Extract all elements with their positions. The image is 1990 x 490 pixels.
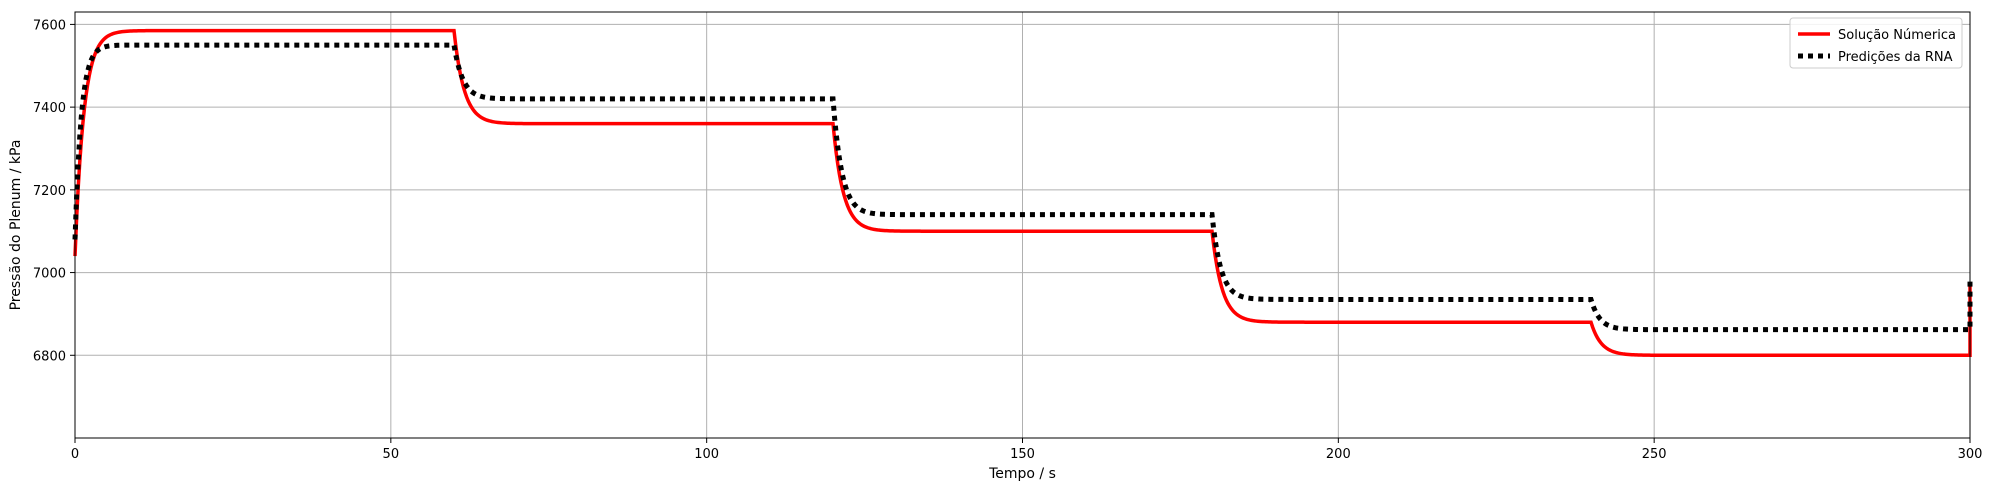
plot-series <box>72 28 1973 358</box>
y-tick-label: 7600 <box>33 18 66 33</box>
axis-ticks: 0 50 100 150 200 250 300 6800 7000 7200 7400 7600 <box>33 18 1983 462</box>
x-tick-label: 100 <box>694 447 719 462</box>
x-tick-label: 250 <box>1642 447 1667 462</box>
legend-label-solucao-numerica: Solução Númerica <box>1838 28 1956 43</box>
x-tick-label: 50 <box>383 447 400 462</box>
y-tick-label: 7000 <box>33 267 66 282</box>
y-tick-label: 6800 <box>33 349 66 364</box>
series-line-0 <box>73 28 1972 358</box>
x-tick-label: 0 <box>71 447 79 462</box>
y-tick-label: 7200 <box>33 184 66 199</box>
series-line-1 <box>72 42 1973 333</box>
x-tick-label: 200 <box>1326 447 1351 462</box>
x-axis-label: Tempo / s <box>988 466 1056 482</box>
legend-box <box>1789 17 1963 69</box>
legend-label-predicoes-rna: Predições da RNA <box>1838 50 1953 65</box>
y-tick-label: 7400 <box>33 101 66 116</box>
x-tick-label: 300 <box>1958 447 1983 462</box>
x-tick-label: 150 <box>1010 447 1035 462</box>
legend: Solução Númerica Predições da RNA <box>1789 17 1963 69</box>
grid <box>74 12 1971 438</box>
y-axis-label: Pressão do Plenum / kPa <box>8 140 24 311</box>
